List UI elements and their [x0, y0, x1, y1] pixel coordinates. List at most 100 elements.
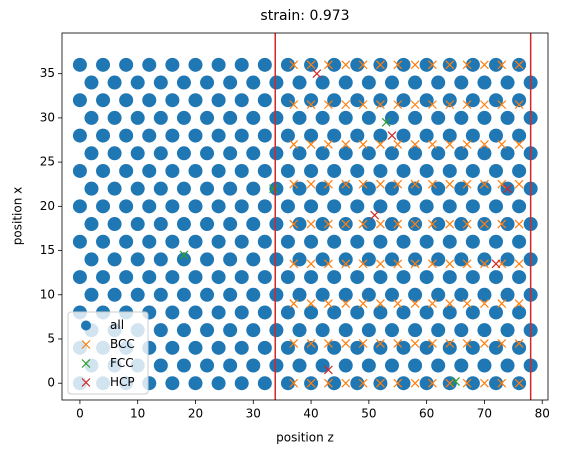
point — [292, 217, 307, 232]
point — [358, 100, 368, 110]
point — [142, 163, 157, 178]
point — [153, 146, 168, 161]
point — [375, 140, 385, 149]
point — [211, 128, 226, 143]
y-tick-label: 35 — [40, 66, 55, 80]
point — [257, 340, 272, 355]
point — [361, 181, 376, 196]
point — [257, 199, 272, 214]
point — [462, 179, 472, 189]
point — [306, 378, 316, 388]
chart-title: strain: 0.973 — [260, 8, 349, 24]
point — [358, 259, 368, 269]
point — [454, 217, 469, 232]
point — [512, 305, 527, 320]
point — [292, 146, 307, 161]
point — [269, 358, 284, 373]
point — [488, 163, 503, 178]
point — [358, 60, 368, 70]
point — [462, 219, 472, 229]
point — [419, 128, 434, 143]
point — [512, 270, 527, 285]
point — [72, 199, 87, 214]
point — [327, 57, 342, 72]
point — [223, 146, 238, 161]
point — [361, 358, 376, 373]
point — [358, 140, 368, 149]
point — [393, 378, 403, 388]
point — [442, 234, 457, 249]
point — [442, 199, 457, 214]
point — [445, 378, 455, 388]
point — [72, 93, 87, 108]
y-tick-label: 5 — [47, 331, 55, 345]
point — [445, 299, 455, 309]
point — [188, 199, 203, 214]
point — [280, 93, 295, 108]
point — [431, 146, 446, 161]
point — [373, 270, 388, 285]
point — [211, 234, 226, 249]
point — [72, 57, 87, 72]
point — [304, 163, 319, 178]
point — [246, 181, 261, 196]
x-tick-label: 0 — [76, 407, 84, 421]
point — [480, 179, 489, 189]
x-tick-label: 70 — [477, 407, 492, 421]
point — [375, 378, 385, 388]
point — [393, 140, 403, 149]
point — [119, 163, 134, 178]
point — [315, 287, 330, 302]
point — [269, 146, 284, 161]
point — [72, 270, 87, 285]
point — [200, 323, 215, 338]
point — [234, 199, 249, 214]
axes-frame — [61, 32, 549, 401]
point — [165, 163, 180, 178]
point — [480, 219, 489, 229]
point — [338, 323, 353, 338]
point — [323, 299, 333, 309]
point — [292, 110, 307, 125]
point — [442, 128, 457, 143]
point — [315, 110, 330, 125]
point — [292, 75, 307, 90]
point — [211, 93, 226, 108]
point — [462, 100, 472, 110]
point — [165, 93, 180, 108]
point — [512, 234, 527, 249]
point — [384, 217, 399, 232]
point — [292, 252, 307, 267]
point — [107, 146, 122, 161]
point — [338, 252, 353, 267]
point — [338, 75, 353, 90]
point — [327, 128, 342, 143]
point — [497, 219, 507, 229]
point — [488, 305, 503, 320]
point — [246, 110, 261, 125]
point — [327, 234, 342, 249]
point — [408, 358, 423, 373]
point — [130, 110, 145, 125]
point — [373, 163, 388, 178]
point — [465, 57, 480, 72]
point — [165, 57, 180, 72]
point — [323, 140, 333, 149]
point — [419, 163, 434, 178]
point — [338, 181, 353, 196]
point — [396, 305, 411, 320]
point — [488, 340, 503, 355]
point — [306, 60, 316, 70]
point — [454, 323, 469, 338]
point — [465, 340, 480, 355]
point — [442, 305, 457, 320]
point — [142, 57, 157, 72]
point — [427, 179, 437, 189]
point — [514, 100, 524, 110]
point — [315, 323, 330, 338]
point — [269, 323, 284, 338]
point — [445, 140, 455, 149]
point — [477, 323, 492, 338]
point — [358, 179, 368, 189]
point — [462, 299, 472, 309]
